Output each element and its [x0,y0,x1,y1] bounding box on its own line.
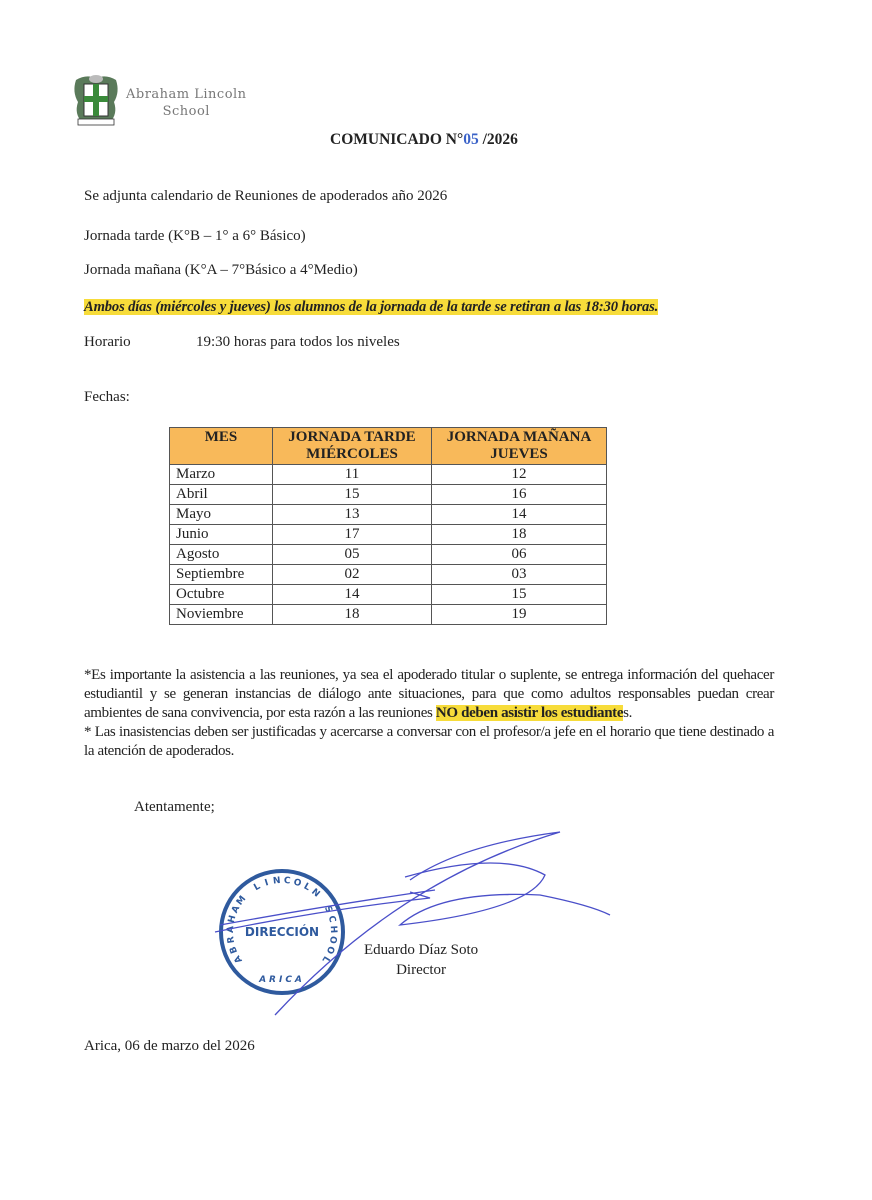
stamp-ring-letter: H [227,914,239,924]
table-row: Agosto 05 06 [169,544,607,565]
stamp-ring-letter: O [292,877,303,889]
manana-cell: 03 [431,564,607,585]
highlight-notice-text: Ambos días (miércoles y jueves) los alum… [84,299,659,315]
title-number: 05 [463,131,479,148]
month-cell: Octubre [169,584,273,605]
stamp-ring-letter: L [302,882,312,894]
tarde-cell: 17 [272,524,432,545]
month-cell: Mayo [169,504,273,525]
stamp-ring-letter: R [226,936,237,944]
table-row: Octubre 14 15 [169,584,607,605]
stamp-center-text: DIRECCIÓN [245,924,319,939]
header-label: JORNADA TARDE [288,429,416,445]
table-row: Marzo 11 12 [169,464,607,485]
header-sublabel: JUEVES [490,446,548,462]
fechas-label: Fechas: [84,389,130,405]
header-label: MES [204,429,238,445]
tarde-cell: 05 [272,544,432,565]
stamp-ring-letter: B [228,945,240,955]
header-jornada-tarde: JORNADA TARDE MIÉRCOLES [272,427,432,465]
horario-label: Horario [84,334,131,350]
school-name-line2: School [162,104,210,119]
table-header-row: MES JORNADA TARDE MIÉRCOLES JORNADA MAÑAN… [169,427,607,465]
tarde-cell: 14 [272,584,432,605]
intro-text: Se adjunta calendario de Reuniones de ap… [84,188,448,204]
stamp-ring-letter: C [283,876,291,887]
signer-role: Director [396,962,447,978]
manana-cell: 18 [431,524,607,545]
month-cell: Marzo [169,464,273,485]
manana-cell: 15 [431,584,607,605]
stamp-ring-letter: M [235,894,248,907]
manana-cell: 16 [431,484,607,505]
salutation: Atentamente; [134,799,215,815]
place-date: Arica, 06 de marzo del 2026 [84,1038,255,1054]
stamp-ring-letter: S [322,904,334,914]
table-row: Abril 15 16 [169,484,607,505]
school-crest-logo [74,75,118,126]
stamp-ring-letter: I [264,878,270,889]
note-attendance-end: s. [623,705,633,721]
tarde-cell: 02 [272,564,432,585]
stamp-ring-letter: L [252,882,262,894]
stamp-ring-letter: A [233,953,245,964]
stamp-ring-letter: L [319,954,331,964]
table-row: Noviembre 18 19 [169,604,607,625]
title-suffix: /2026 [478,131,518,148]
stamp-ring-letter: C [326,915,337,924]
manana-cell: 19 [431,604,607,625]
stamp-ring-letter: N [309,887,321,900]
stamp-ring-letter: N [273,876,282,887]
jornada-tarde-text: Jornada tarde (K°B – 1° a 6° Básico) [84,228,306,244]
manana-cell: 06 [431,544,607,565]
jornada-manana-text: Jornada mañana (K°A – 7°Básico a 4°Medio… [84,262,358,278]
manana-cell: 12 [431,464,607,485]
document-title: COMUNICADO N°05 /2026 [330,131,518,149]
table-row: Septiembre 02 03 [169,564,607,585]
tarde-cell: 18 [272,604,432,625]
month-cell: Abril [169,484,273,505]
header-sublabel: MIÉRCOLES [306,446,398,462]
header-jornada-manana: JORNADA MAÑANA JUEVES [431,427,607,465]
manana-cell: 14 [431,504,607,525]
school-name: Abraham Lincoln School [126,86,247,120]
stamp-ring-letter: H [328,925,338,933]
month-cell: Noviembre [169,604,273,625]
tarde-cell: 11 [272,464,432,485]
tarde-cell: 15 [272,484,432,505]
header-label: JORNADA MAÑANA [446,429,592,445]
table-row: Junio 17 18 [169,524,607,545]
highlight-notice: Ambos días (miércoles y jueves) los alum… [84,299,658,316]
header-mes: MES [169,427,273,465]
signer-name: Eduardo Díaz Soto [364,942,479,958]
table-row: Mayo 13 14 [169,504,607,525]
stamp-ring-letter: O [324,944,336,955]
school-name-line1: Abraham Lincoln [126,87,247,102]
horario-value: 19:30 horas para todos los niveles [196,334,400,350]
signer-block: Eduardo Díaz Soto Director [364,940,478,980]
stamp-ring-letter: A [226,926,236,933]
stamp-ring-letter: O [327,935,338,944]
note-attendance: *Es importante la asistencia a las reuni… [84,666,774,723]
title-prefix: COMUNICADO N° [330,131,464,148]
tarde-cell: 13 [272,504,432,525]
note-absences: * Las inasistencias deben ser justificad… [84,724,774,759]
note-attendance-text: *Es importante la asistencia a las reuni… [84,667,774,721]
notes: *Es importante la asistencia a las reuni… [84,666,774,761]
meetings-calendar-table: MES JORNADA TARDE MIÉRCOLES JORNADA MAÑAN… [169,427,607,625]
month-cell: Septiembre [169,564,273,585]
month-cell: Agosto [169,544,273,565]
month-cell: Junio [169,524,273,545]
note-highlight: NO deben asistir los estudiante [435,705,624,721]
stamp-bottom-text: ARICA [258,975,305,985]
